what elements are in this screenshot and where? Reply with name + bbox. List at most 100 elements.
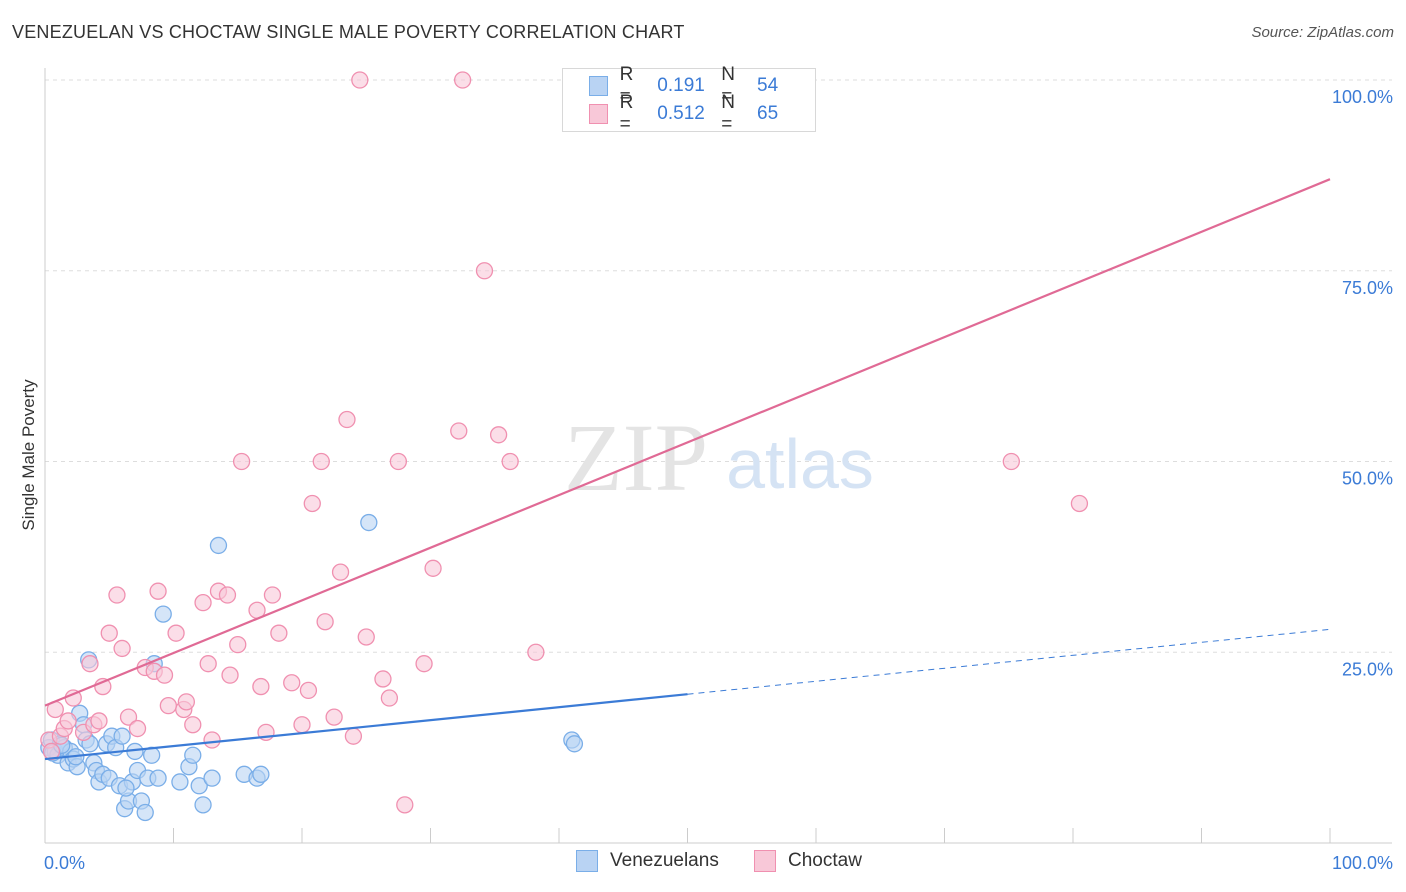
choctaw-point <box>218 586 237 604</box>
choctaw-trendline <box>44 178 1331 707</box>
venezuelan-point <box>209 536 228 555</box>
x-tick-label: 0.0% <box>44 853 85 873</box>
venezuelan-point <box>149 769 167 787</box>
legend-swatch-venezuelans <box>589 76 608 96</box>
choctaw-point <box>229 635 247 654</box>
choctaw-point <box>351 71 369 89</box>
choctaw-point <box>81 655 99 673</box>
legend-row-venezuelans: R = 0.191 N = 54 <box>589 64 815 107</box>
grid-layer <box>45 79 1392 653</box>
chart-title: VENEZUELAN VS CHOCTAW SINGLE MALE POVERT… <box>12 22 685 42</box>
legend-swatch-choctaw <box>754 850 776 872</box>
y-tick-label: 100.0% <box>1332 87 1393 107</box>
choctaw-point <box>59 712 77 730</box>
x-tick-label: 100.0% <box>1332 853 1393 873</box>
choctaw-point <box>203 731 221 749</box>
choctaw-point <box>232 452 251 471</box>
choctaw-point <box>194 594 212 612</box>
choctaw-point <box>1002 452 1020 471</box>
choctaw-point <box>344 727 363 745</box>
choctaw-point <box>293 716 311 734</box>
choctaw-point <box>252 677 270 696</box>
source-label: Source: ZipAtlas.com <box>1251 24 1394 41</box>
choctaw-point <box>312 452 330 471</box>
choctaw-point <box>299 681 318 700</box>
venezuelan-point <box>184 746 202 764</box>
choctaw-point <box>357 628 375 646</box>
choctaw-point <box>177 693 196 711</box>
correlation-legend: R = 0.191 N = 54 R = 0.512 N = 65 <box>562 64 816 135</box>
choctaw-point <box>100 624 118 642</box>
choctaw-point <box>270 624 288 642</box>
y-tick-label: 25.0% <box>1342 659 1393 679</box>
legend-label-venezuelans: Venezuelans <box>610 850 719 871</box>
venezuelan-point <box>171 773 189 791</box>
watermark: ZIP atlas <box>564 404 874 511</box>
venezuelan-point <box>565 735 584 753</box>
legend-r-label: R = <box>619 64 634 107</box>
series-legend: Venezuelans Choctaw <box>0 850 1406 878</box>
venezuelan-trendline <box>44 693 688 761</box>
choctaw-point <box>159 697 178 715</box>
axis-layer: 25.0% 50.0% 75.0% 100.0% 0.0% 100.0% <box>44 68 1393 873</box>
legend-row-choctaw: R = 0.512 N = 65 <box>589 92 815 135</box>
trend-layer <box>44 178 1331 761</box>
legend-r-value: 0.512 <box>657 103 705 124</box>
legend-item-venezuelans[interactable]: Venezuelans <box>576 850 719 872</box>
choctaw-point <box>374 670 392 688</box>
choctaw-point <box>489 426 508 444</box>
choctaw-point <box>501 452 519 471</box>
choctaw-point <box>113 639 131 658</box>
legend-swatch-venezuelans <box>576 850 598 872</box>
choctaw-point <box>155 666 174 684</box>
choctaw-point <box>450 422 468 440</box>
choctaw-point <box>149 582 167 600</box>
choctaw-point <box>263 586 282 604</box>
watermark-atlas: atlas <box>726 425 874 503</box>
venezuelan-point <box>117 779 135 797</box>
choctaw-point <box>303 494 321 513</box>
legend-n-label: N = <box>721 92 736 135</box>
choctaw-point <box>184 716 202 734</box>
choctaw-point <box>128 719 147 738</box>
choctaw-point <box>316 613 334 631</box>
choctaw-point <box>90 712 108 730</box>
choctaw-point <box>453 71 472 89</box>
venezuelan-point <box>360 513 378 532</box>
choctaw-point <box>424 559 442 577</box>
choctaw-point <box>325 708 343 726</box>
legend-r-label: R = <box>619 92 634 135</box>
venezuelan-point <box>252 765 270 783</box>
choctaw-point <box>283 674 301 692</box>
watermark-zip: ZIP <box>564 404 708 511</box>
venezuelan-point <box>136 803 154 822</box>
choctaw-point <box>396 796 414 814</box>
choctaw-point <box>199 655 217 673</box>
choctaw-point <box>475 262 494 280</box>
venezuelan-point <box>190 777 208 795</box>
choctaw-point <box>221 666 239 684</box>
choctaw-point <box>167 624 185 642</box>
choctaw-point <box>389 452 408 471</box>
legend-n-value: 65 <box>757 103 779 124</box>
y-tick-label: 75.0% <box>1342 278 1393 298</box>
legend-item-choctaw[interactable]: Choctaw <box>754 850 862 872</box>
y-tick-label: 50.0% <box>1342 469 1393 489</box>
choctaw-point <box>119 708 138 726</box>
legend-swatch-choctaw <box>589 104 608 124</box>
legend-label-choctaw: Choctaw <box>788 850 862 871</box>
venezuelan-point <box>194 796 212 814</box>
venezuelan-trendline-extension <box>687 628 1331 695</box>
venezuelan-point <box>154 605 172 623</box>
choctaw-point <box>1070 494 1089 513</box>
choctaw-point <box>338 410 356 429</box>
legend-n-value: 54 <box>757 75 779 96</box>
points-layer <box>40 71 1089 822</box>
legend-r-value: 0.191 <box>657 75 705 96</box>
venezuelan-point <box>113 727 131 745</box>
choctaw-point <box>415 655 433 673</box>
choctaw-point <box>380 689 399 707</box>
y-axis-label: Single Male Poverty <box>19 379 38 531</box>
venezuelan-point <box>203 769 221 787</box>
